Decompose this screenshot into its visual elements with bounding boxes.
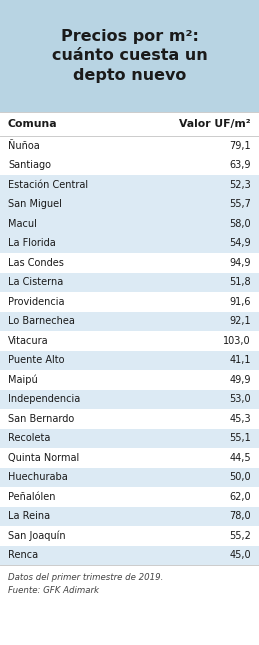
- Text: Datos del primer trimestre de 2019.: Datos del primer trimestre de 2019.: [8, 573, 163, 582]
- Text: 53,0: 53,0: [229, 394, 251, 404]
- FancyBboxPatch shape: [0, 233, 259, 253]
- Text: Providencia: Providencia: [8, 297, 64, 307]
- FancyBboxPatch shape: [0, 214, 259, 233]
- Text: 63,9: 63,9: [229, 160, 251, 170]
- FancyBboxPatch shape: [0, 0, 259, 112]
- Text: 62,0: 62,0: [229, 491, 251, 502]
- FancyBboxPatch shape: [0, 331, 259, 350]
- Text: Estación Central: Estación Central: [8, 180, 88, 190]
- Text: 55,7: 55,7: [229, 199, 251, 209]
- Text: 41,1: 41,1: [229, 355, 251, 365]
- Text: San Miguel: San Miguel: [8, 199, 62, 209]
- Text: Comuna: Comuna: [8, 119, 57, 129]
- FancyBboxPatch shape: [0, 390, 259, 409]
- FancyBboxPatch shape: [0, 487, 259, 506]
- FancyBboxPatch shape: [0, 526, 259, 546]
- Text: Recoleta: Recoleta: [8, 433, 50, 443]
- FancyBboxPatch shape: [0, 136, 259, 155]
- FancyBboxPatch shape: [0, 370, 259, 390]
- FancyBboxPatch shape: [0, 350, 259, 370]
- Text: 44,5: 44,5: [229, 453, 251, 462]
- Text: 91,6: 91,6: [229, 297, 251, 307]
- Text: Ñuñoa: Ñuñoa: [8, 141, 40, 151]
- Text: Peñalólen: Peñalólen: [8, 491, 55, 502]
- FancyBboxPatch shape: [0, 292, 259, 312]
- FancyBboxPatch shape: [0, 155, 259, 175]
- Text: Vitacura: Vitacura: [8, 336, 49, 346]
- FancyBboxPatch shape: [0, 312, 259, 331]
- Text: 52,3: 52,3: [229, 180, 251, 190]
- Text: 55,1: 55,1: [229, 433, 251, 443]
- Text: 103,0: 103,0: [223, 336, 251, 346]
- Text: Las Condes: Las Condes: [8, 258, 64, 268]
- Text: Huechuraba: Huechuraba: [8, 472, 68, 482]
- Text: Santiago: Santiago: [8, 160, 51, 170]
- Text: San Joaquín: San Joaquín: [8, 530, 66, 541]
- FancyBboxPatch shape: [0, 409, 259, 428]
- Text: Macul: Macul: [8, 219, 37, 229]
- Text: 50,0: 50,0: [229, 472, 251, 482]
- Text: Lo Barnechea: Lo Barnechea: [8, 316, 75, 326]
- Text: 49,9: 49,9: [229, 375, 251, 385]
- Text: 79,1: 79,1: [229, 141, 251, 151]
- Text: 55,2: 55,2: [229, 531, 251, 541]
- FancyBboxPatch shape: [0, 546, 259, 565]
- FancyBboxPatch shape: [0, 175, 259, 195]
- Text: La Florida: La Florida: [8, 238, 56, 248]
- Text: 45,3: 45,3: [229, 413, 251, 424]
- Text: 45,0: 45,0: [229, 550, 251, 561]
- Text: Precios por m²:
cuánto cuesta un
depto nuevo: Precios por m²: cuánto cuesta un depto n…: [52, 29, 207, 83]
- FancyBboxPatch shape: [0, 195, 259, 214]
- Text: Valor UF/m²: Valor UF/m²: [179, 119, 251, 129]
- FancyBboxPatch shape: [0, 506, 259, 526]
- FancyBboxPatch shape: [0, 448, 259, 468]
- Text: 94,9: 94,9: [229, 258, 251, 268]
- Text: 58,0: 58,0: [229, 219, 251, 229]
- FancyBboxPatch shape: [0, 272, 259, 292]
- Text: La Reina: La Reina: [8, 511, 50, 521]
- FancyBboxPatch shape: [0, 468, 259, 487]
- FancyBboxPatch shape: [0, 428, 259, 448]
- Text: Fuente: GFK Adimark: Fuente: GFK Adimark: [8, 586, 99, 595]
- Text: Maipú: Maipú: [8, 375, 38, 385]
- Text: 78,0: 78,0: [229, 511, 251, 521]
- FancyBboxPatch shape: [0, 253, 259, 272]
- Text: 54,9: 54,9: [229, 238, 251, 248]
- Text: La Cisterna: La Cisterna: [8, 277, 63, 287]
- Text: Independencia: Independencia: [8, 394, 80, 404]
- Text: 51,8: 51,8: [229, 277, 251, 287]
- Text: Quinta Normal: Quinta Normal: [8, 453, 79, 462]
- Text: 92,1: 92,1: [229, 316, 251, 326]
- Text: Puente Alto: Puente Alto: [8, 355, 64, 365]
- Text: Renca: Renca: [8, 550, 38, 561]
- Text: San Bernardo: San Bernardo: [8, 413, 74, 424]
